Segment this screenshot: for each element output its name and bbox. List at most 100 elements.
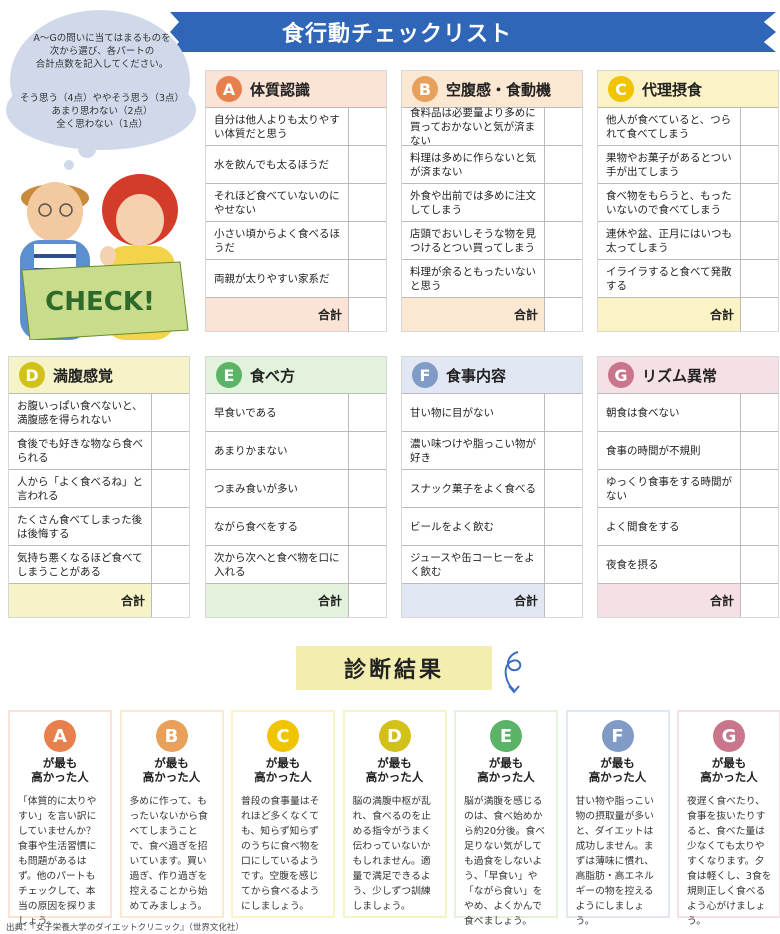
score-input-box[interactable] — [348, 260, 386, 297]
checklist-question: イライラすると食べて発散する — [606, 265, 732, 292]
category-header: G リズム異常 — [598, 357, 778, 393]
total-input-box[interactable] — [740, 584, 778, 617]
score-input-box[interactable] — [740, 222, 778, 259]
score-input-box[interactable] — [740, 508, 778, 545]
total-input-box[interactable] — [348, 298, 386, 331]
score-input-box[interactable] — [348, 184, 386, 221]
checklist-row: 水を飲んでも太るほうだ — [206, 145, 386, 183]
total-input-box[interactable] — [544, 298, 582, 331]
result-heading-text: が最も 高かった人 — [477, 756, 535, 784]
score-input-box[interactable] — [544, 260, 582, 297]
category-card-c: C 代理摂食 他人が食べていると、つられて食べてしまう 果物やお菓子があるとつい手が出… — [597, 70, 779, 332]
result-letter-badge: D — [378, 720, 411, 752]
checklist-row: ゆっくり食事をする時間がない — [598, 469, 778, 507]
total-input-box[interactable] — [740, 298, 778, 331]
category-header: B 空腹感・食動機 — [402, 71, 582, 107]
checklist-question: 料理が余るともったいないと思う — [410, 265, 536, 292]
check-sign-text: CHECK! — [45, 287, 155, 317]
score-input-box[interactable] — [348, 470, 386, 507]
category-title: 満腹感覚 — [53, 366, 114, 385]
result-letter-badge: F — [601, 720, 634, 752]
score-input-box[interactable] — [740, 546, 778, 583]
scoring-line: あまり思わない（2点） — [51, 106, 153, 117]
checklist-question: 甘い物に目がない — [410, 406, 494, 419]
score-input-box[interactable] — [544, 108, 582, 145]
result-description: 夜遅く食べたり、食事を抜いたりすると、食べた量は少なくても太りやすくなります。夕… — [687, 796, 772, 927]
checklist-row: ジュースや缶コーヒーをよく飲む — [402, 545, 582, 583]
total-input-box[interactable] — [544, 584, 582, 617]
speech-bubble-lower — [6, 70, 196, 150]
score-input-box[interactable] — [544, 394, 582, 431]
total-row: 合計 — [206, 583, 386, 617]
score-input-box[interactable] — [544, 508, 582, 545]
score-input-box[interactable] — [151, 546, 189, 583]
score-input-box[interactable] — [151, 508, 189, 545]
category-card-e: E 食べ方 早食いである あまりかまない つまみ食いが多い ながら食べをする 次から次へと食… — [205, 356, 387, 618]
checklist-question: 朝食は食べない — [606, 406, 680, 419]
checklist-question: よく間食をする — [606, 520, 680, 533]
category-title: 食事内容 — [446, 366, 507, 385]
checklist-row: 夜食を摂る — [598, 545, 778, 583]
result-card-f: F が最も 高かった人 甘い物や脂っこい物の摂取量が多いと、ダイエットは成功しません。… — [565, 710, 670, 927]
score-input-box[interactable] — [544, 546, 582, 583]
result-description: 脳が満腹を感じるのは、食べ始めから約20分後。食べ足りない気がしても過食をしない… — [464, 796, 546, 927]
category-letter-badge: E — [216, 362, 242, 388]
score-input-box[interactable] — [151, 432, 189, 469]
score-input-box[interactable] — [348, 432, 386, 469]
score-input-box[interactable] — [544, 222, 582, 259]
category-title: 代理摂食 — [642, 80, 703, 99]
total-input-box[interactable] — [348, 584, 386, 617]
score-input-box[interactable] — [151, 470, 189, 507]
score-input-box[interactable] — [348, 222, 386, 259]
score-input-box[interactable] — [151, 394, 189, 431]
category-title: 体質認識 — [250, 80, 311, 99]
checklist-question: 食べ物をもらうと、もったいないので食べてしまう — [606, 189, 732, 216]
category-letter-badge: C — [608, 76, 634, 102]
total-row: 合計 — [598, 297, 778, 331]
total-label: 合計 — [317, 594, 342, 608]
result-heading-text: が最も 高かった人 — [254, 756, 312, 784]
checklist-question: 店頭でおいしそうな物を見つけるとつい買ってしまう — [410, 227, 536, 254]
score-input-box[interactable] — [740, 394, 778, 431]
total-label: 合計 — [709, 308, 734, 322]
score-input-box[interactable] — [740, 146, 778, 183]
score-input-box[interactable] — [740, 260, 778, 297]
checklist-row: よく間食をする — [598, 507, 778, 545]
category-header: A 体質認識 — [206, 71, 386, 107]
score-input-box[interactable] — [348, 108, 386, 145]
score-input-box[interactable] — [348, 508, 386, 545]
result-heading-text: が最も 高かった人 — [700, 756, 758, 784]
category-card-b: B 空腹感・食動機 食料品は必要量より多めに買っておかないと気が済まない 料理は多めに… — [401, 70, 583, 332]
score-input-box[interactable] — [740, 184, 778, 221]
category-title: リズム異常 — [642, 366, 718, 385]
curl-arrow-icon — [504, 651, 522, 694]
total-row: 合計 — [402, 583, 582, 617]
checklist-question: 自分は他人よりも太りやすい体質だと思う — [214, 113, 340, 140]
score-input-box[interactable] — [740, 470, 778, 507]
score-input-box[interactable] — [348, 146, 386, 183]
checklist-question: ジュースや缶コーヒーをよく飲む — [410, 551, 535, 578]
score-input-box[interactable] — [544, 146, 582, 183]
checklist-question: スナック菓子をよく食べる — [410, 482, 536, 495]
checklist-row: 朝食は食べない — [598, 393, 778, 431]
instruction-line: 合計点数を記入してください。 — [35, 59, 169, 70]
category-letter-badge: F — [412, 362, 438, 388]
score-input-box[interactable] — [544, 470, 582, 507]
total-label: 合計 — [513, 308, 538, 322]
score-input-box[interactable] — [544, 184, 582, 221]
result-description: 脳の満腹中枢が乱れ、食べるのを止める指令がうまく伝わっていないかもしれません。適… — [352, 796, 431, 912]
checklist-row: 他人が食べていると、つられて食べてしまう — [598, 107, 778, 145]
category-header: F 食事内容 — [402, 357, 582, 393]
score-input-box[interactable] — [348, 546, 386, 583]
score-input-box[interactable] — [348, 394, 386, 431]
score-input-box[interactable] — [740, 108, 778, 145]
score-input-box[interactable] — [544, 432, 582, 469]
total-label: 合計 — [513, 594, 538, 608]
checklist-question: 濃い味つけや脂っこい物が好き — [410, 437, 536, 464]
source-citation: 出典：『女子栄養大学のダイエットクリニック』（世界文化社） — [6, 923, 244, 933]
total-row: 合計 — [206, 297, 386, 331]
total-input-box[interactable] — [151, 584, 189, 617]
score-input-box[interactable] — [740, 432, 778, 469]
page-title: 食行動チェックリスト — [170, 12, 776, 52]
checklist-row: ビールをよく飲む — [402, 507, 582, 545]
